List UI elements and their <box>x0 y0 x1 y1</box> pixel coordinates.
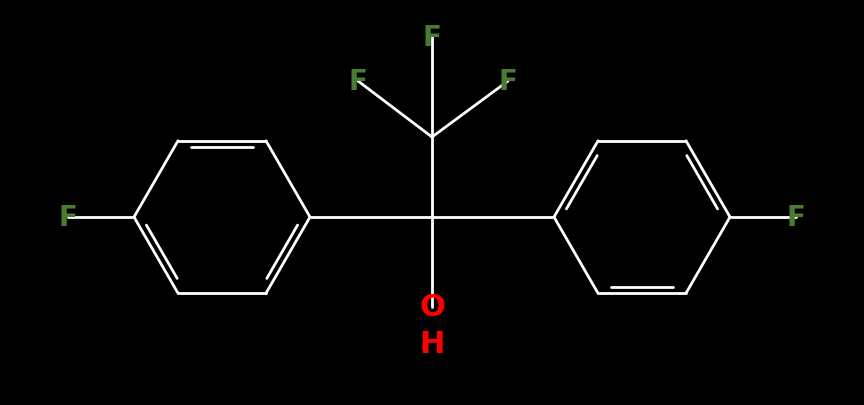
Text: F: F <box>499 68 518 96</box>
Text: F: F <box>786 203 805 231</box>
Text: F: F <box>422 24 442 52</box>
Text: F: F <box>59 203 78 231</box>
Text: H: H <box>419 330 445 358</box>
Text: O: O <box>419 293 445 322</box>
Text: F: F <box>348 68 367 96</box>
